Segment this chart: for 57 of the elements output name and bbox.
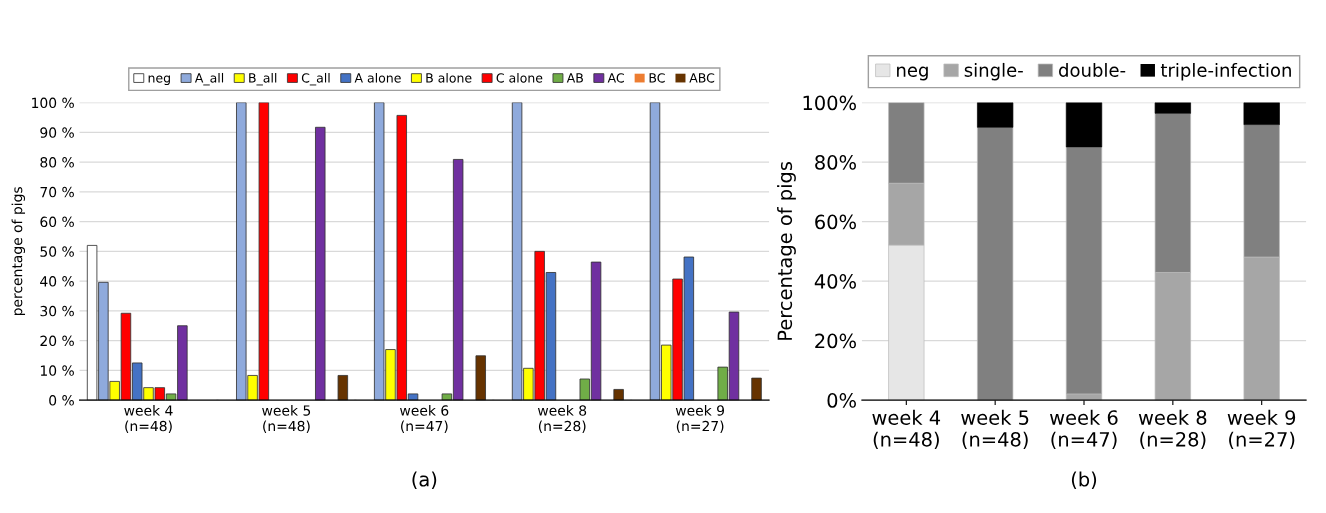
x-tick-label: week 5 (n=48)	[262, 405, 311, 433]
y-tick-label: 70 %	[40, 186, 74, 198]
y-axis-title: Percentage of pigs	[777, 161, 796, 340]
legend-label: neg	[897, 66, 928, 81]
legend-label: AC	[607, 73, 624, 83]
x-tick-label: week 4 (n=48)	[872, 409, 941, 449]
bar	[977, 102, 1014, 128]
y-tick-label: 90 %	[40, 127, 74, 138]
x-tick-label: week 9 (n=27)	[675, 405, 725, 433]
legend-label: C_all	[301, 72, 330, 86]
y-tick-label: 80%	[815, 155, 856, 170]
legend-label: BC	[649, 73, 665, 83]
y-tick-label: 20%	[815, 333, 856, 349]
y-tick-label: 0 %	[49, 395, 74, 406]
x-tick-label: week 5 (n=48)	[961, 409, 1029, 449]
y-tick-label: 100 %	[32, 97, 74, 109]
bar	[977, 126, 1014, 401]
x-tick-label: week 6 (n=47)	[400, 405, 449, 433]
x-tick-label: week 4 (n=48)	[124, 405, 173, 433]
legend-label: single-	[964, 62, 1023, 81]
legend-label: double-	[1059, 62, 1126, 77]
y-tick-label: 20 %	[40, 335, 74, 347]
y-tick-label: 40%	[814, 274, 856, 289]
legend-label: B alone	[426, 72, 472, 83]
x-tick-label: week 9 (n=27)	[1227, 409, 1296, 449]
y-tick-label: 60 %	[40, 216, 74, 228]
legend-label: C alone	[496, 72, 543, 83]
bar	[613, 389, 624, 401]
bar	[337, 375, 349, 401]
y-tick-label: 30 %	[40, 305, 74, 317]
y-axis-title: percentage of pigs	[11, 187, 26, 316]
y-tick-label: 0%	[827, 393, 856, 408]
y-tick-label: 10 %	[40, 365, 74, 376]
x-tick-label: week 8 (n=28)	[1138, 409, 1207, 449]
y-tick-label: 80 %	[40, 157, 74, 168]
x-tick-label: week 6 (n=47)	[1050, 409, 1118, 449]
y-tick-label: 40 %	[40, 276, 74, 287]
legend-label: triple-infection	[1160, 62, 1291, 81]
y-tick-label: 60%	[815, 214, 856, 230]
legend-label: B_all	[249, 72, 277, 86]
legend-label: ABC	[689, 73, 715, 83]
y-tick-label: 50 %	[40, 246, 74, 257]
legend-label: A alone	[354, 72, 401, 83]
bar	[1154, 102, 1191, 114]
legend-label: A_all	[194, 72, 224, 86]
text: (b)	[1071, 471, 1097, 489]
legend-label: AB	[566, 73, 583, 83]
text: (a)	[412, 471, 437, 489]
bar	[751, 377, 762, 401]
bar	[1243, 102, 1280, 125]
y-tick-label: 100%	[803, 95, 856, 111]
bar	[1065, 102, 1103, 148]
bar	[475, 355, 486, 401]
bar	[1065, 146, 1103, 395]
x-tick-label: week 8 (n=28)	[537, 405, 587, 433]
legend-label: neg	[148, 75, 170, 86]
bar	[315, 126, 326, 401]
